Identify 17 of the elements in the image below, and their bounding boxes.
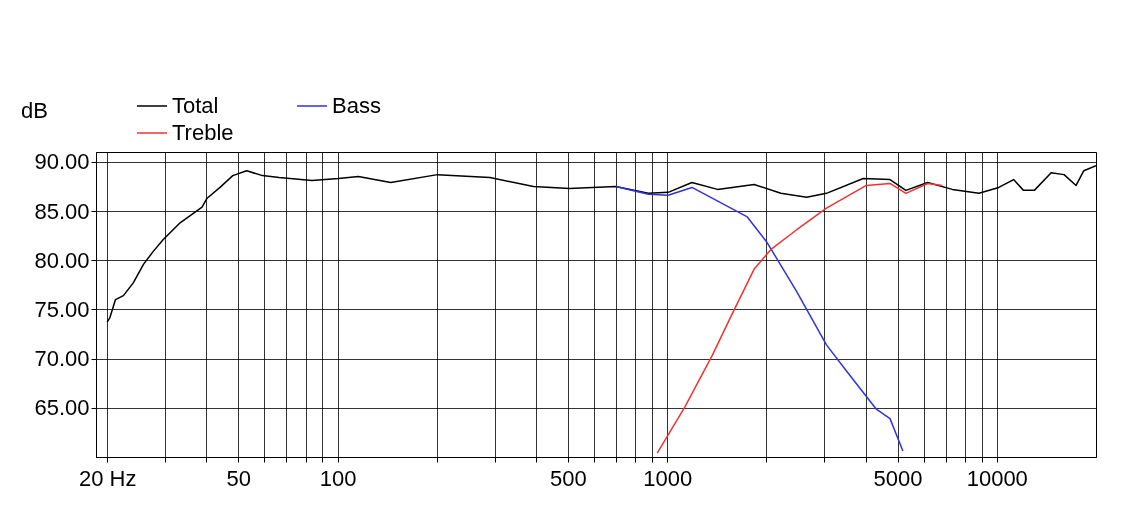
legend-label: Bass — [332, 93, 381, 118]
x-tick-label: 100 — [319, 465, 357, 491]
x-tick-label: 50 — [226, 465, 252, 491]
x-tick-label: 10000 — [966, 465, 1028, 491]
y-tick-label: 85.00 — [34, 198, 90, 224]
legend-label: Treble — [172, 120, 234, 145]
x-tick-label: 5000 — [873, 465, 923, 491]
y-tick-label: 70.00 — [34, 346, 90, 372]
y-tick-label: 65.00 — [34, 395, 90, 421]
y-tick-label: 80.00 — [34, 247, 90, 273]
y-axis-title: dB — [21, 97, 48, 123]
y-tick-label: 75.00 — [34, 296, 90, 322]
legend-label: Total — [172, 93, 219, 118]
x-tick-label: 1000 — [643, 465, 693, 491]
y-tick-label: 90.00 — [34, 149, 90, 175]
x-tick-label: 500 — [550, 465, 587, 491]
x-tick-label: 20 Hz — [78, 465, 137, 491]
